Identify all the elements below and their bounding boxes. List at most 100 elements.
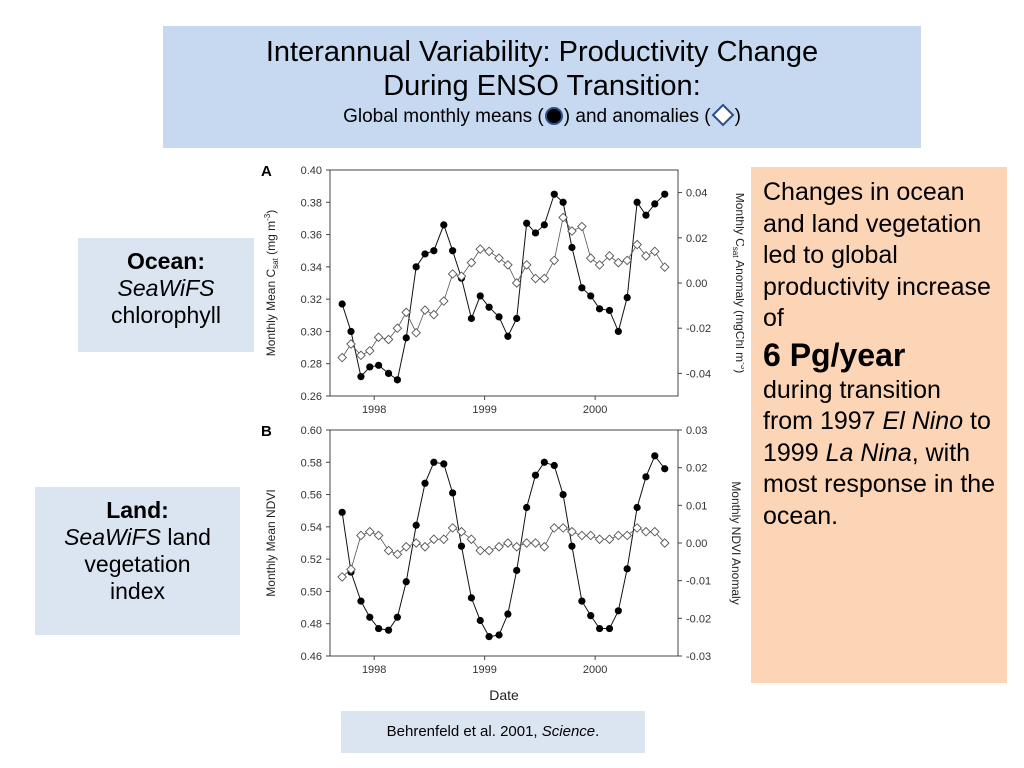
panel-b-letter: B [261, 423, 272, 440]
panel-a-mean-point [467, 314, 476, 323]
panel-a-mean-point [661, 190, 669, 198]
slide-title-line1: Interannual Variability: Productivity Ch… [265, 36, 819, 68]
panel-b-anomaly-point [604, 534, 615, 545]
panel-a-anomaly-point [530, 273, 541, 284]
panel-b-mean-point [421, 479, 429, 487]
panel-b-mean-point [375, 624, 383, 633]
panel-b-anomaly-point [567, 526, 577, 537]
panel-b-xtick-label: 1998 [362, 664, 386, 676]
land-variable-1: land [161, 524, 211, 550]
panel-b-ytick-label: 0.58 [301, 457, 322, 469]
panel-a-anomaly-point [392, 323, 403, 334]
panel-a-mean-point [485, 303, 493, 311]
panel-a-mean-point [623, 293, 631, 302]
panel-b-anomaly-point [411, 538, 422, 548]
panel-b-anomaly-point [649, 526, 660, 537]
panel-a-y2label: Monthly Csat Anomaly (mgChl m-3) [731, 193, 744, 374]
panel-a-anomaly-point [438, 296, 449, 306]
panel-a-mean-point [605, 306, 614, 315]
panel-b-ylabel: Monthly Mean NDVI [264, 489, 278, 596]
panel-b-ytick-label: 0.60 [301, 425, 322, 437]
panel-a: A Monthly Mean Csat (mg m-3) Monthly Csa… [261, 163, 744, 416]
panel-a-anomaly-point [411, 327, 422, 338]
panel-a-anomaly-point [659, 262, 670, 273]
panel-b-mean-point [393, 613, 401, 621]
panel-a-anomaly-point [594, 260, 605, 270]
panel-b-anomaly-point [373, 530, 384, 541]
panel-b-xlabel: Date [489, 687, 519, 703]
panel-b-anomaly-point [346, 564, 356, 575]
panel-b-ytick-label: 0.52 [301, 554, 322, 566]
panel-a-mean-point [504, 332, 512, 340]
panel-a-anomaly-point [604, 251, 615, 261]
panel-b-ytick-label: 0.48 [301, 619, 322, 631]
panel-b-anomaly-point [337, 572, 347, 582]
panel-b-mean-point [605, 624, 614, 633]
filled-circle-icon [544, 107, 563, 125]
panel-b-mean-point [531, 471, 540, 479]
ocean-label-box: Ocean: SeaWiFS chlorophyll [78, 238, 254, 352]
panel-a-anomaly-point [577, 221, 587, 232]
panel-a-letter: A [261, 163, 272, 180]
panel-a-mean-point [393, 376, 401, 384]
panel-b-mean-point [495, 631, 503, 639]
subtitle-part-1: Global monthly means ( [343, 106, 544, 127]
panel-a-mean-point [412, 263, 420, 271]
panel-a-anomaly-point [503, 260, 513, 270]
panel-a-mean-point [523, 219, 531, 227]
land-variable-2: vegetation [84, 551, 191, 577]
land-sensor: SeaWiFS [64, 524, 162, 550]
panel-b-mean-point [357, 597, 365, 605]
panel-a-mean-point [550, 190, 558, 198]
slide-title-line2: During ENSO Transition: [383, 70, 701, 102]
panel-a-anomaly-point [632, 239, 642, 250]
panel-a-anomaly-point [383, 334, 394, 345]
panel-a-mean-point [495, 313, 503, 321]
panel-b-mean-point [623, 565, 631, 573]
note-text-c: , with most response in the ocean. [763, 438, 996, 530]
panel-b-y2label: Monthly NDVI Anomaly [729, 481, 743, 604]
panel-a-ytick-label: 0.30 [301, 326, 322, 338]
panel-a-ytick-label: 0.32 [301, 294, 322, 306]
panel-b-mean-point [595, 624, 604, 633]
panel-b-y2tick-label: -0.03 [686, 651, 711, 663]
panel-b-mean-point [642, 473, 650, 481]
panel-b-mean-point [540, 458, 548, 466]
panel-a-anomaly-point [429, 309, 439, 320]
panel-a-anomaly-point [420, 305, 430, 315]
panel-b-ytick-label: 0.46 [301, 651, 322, 663]
panel-a-anomaly-point [447, 269, 458, 279]
citation-authors: Behrenfeld et al. 2001, [386, 723, 542, 740]
panel-b-anomaly-point [356, 530, 366, 541]
panel-a-anomaly-point [613, 257, 624, 268]
panel-b-anomaly-point [438, 534, 449, 545]
panel-b-anomaly-point [622, 530, 633, 541]
panel-a-anomaly-point [558, 212, 568, 223]
citation-journal: Science [541, 723, 596, 740]
panel-b-mean-point [430, 458, 438, 466]
panel-a-xtick-label: 2000 [583, 404, 607, 416]
land-variable-3: index [110, 578, 165, 604]
panel-b-anomaly-point [420, 541, 430, 552]
note-text-b: to 1999 [763, 407, 991, 467]
panel-b-anomaly-point [364, 526, 375, 537]
panel-a-mean-point [384, 369, 393, 377]
panel-a-anomaly-point [641, 251, 651, 261]
panel-a-mean-point [587, 292, 595, 300]
panel-b-anomaly-point [494, 541, 504, 552]
panel-a-y2tick-label: -0.04 [686, 368, 711, 380]
panel-b-mean-point [523, 503, 531, 512]
panel-b-mean-point [550, 461, 558, 470]
panel-b-ytick-label: 0.50 [301, 586, 322, 598]
panel-a-anomaly-point [511, 278, 522, 288]
panel-b-anomaly-point [530, 538, 541, 548]
panel-a-mean-point [347, 327, 355, 336]
panel-a-mean-point [375, 361, 383, 369]
panel-a-frame [329, 169, 679, 397]
panel-b-anomaly-point [511, 541, 522, 552]
panel-a-mean-point [449, 247, 457, 255]
ocean-sensor: SeaWiFS [117, 275, 215, 301]
citation: Behrenfeld et al. 2001, Science. [341, 711, 645, 753]
panel-a-mean-line [341, 193, 666, 381]
panel-b-mean-point [457, 542, 466, 550]
